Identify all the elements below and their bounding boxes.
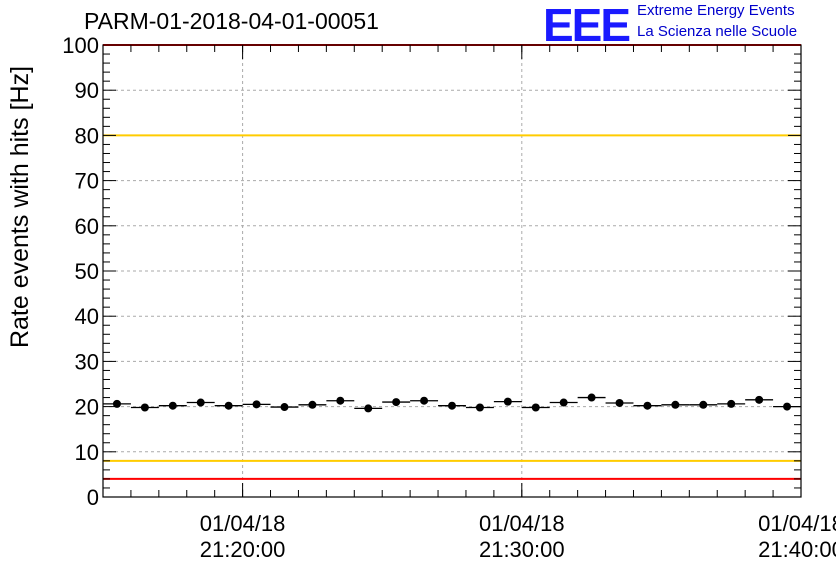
data-point [671,400,680,409]
data-point [531,403,540,412]
y-tick-label: 50 [75,259,99,284]
logo-line-1: Extreme Energy Events [637,2,795,19]
y-tick-label: 10 [75,440,99,465]
data-point [587,393,596,402]
chart-title: PARM-01-2018-04-01-00051 [84,8,379,34]
x-tick-label-date: 01/04/18 [758,511,836,536]
x-tick-label-time: 21:30:00 [479,537,565,562]
y-tick-label: 30 [75,349,99,374]
reference-lines [103,44,801,480]
data-points [103,393,801,413]
y-axis-label: Rate events with hits [Hz] [6,66,34,348]
data-point [308,400,317,409]
data-point [420,396,429,405]
data-point [755,395,764,404]
grid-lines [103,45,801,497]
data-point [364,404,373,413]
data-point [196,398,205,407]
x-tick-label-date: 01/04/18 [200,511,286,536]
y-tick-label: 40 [75,304,99,329]
logo-line-2: La Scienza nelle Scuole [637,23,798,40]
data-point [783,402,792,411]
data-point [140,403,149,412]
data-point [727,399,736,408]
eee-logo: EEE [543,0,631,51]
data-point [643,401,652,410]
data-point [475,403,484,412]
data-point [503,397,512,406]
data-point [280,403,289,412]
data-point [336,396,345,405]
data-point [252,400,261,409]
data-point [112,399,121,408]
x-tick-label-time: 21:20:00 [200,537,286,562]
y-tick-label: 0 [87,485,99,510]
y-tick-label: 90 [75,78,99,103]
data-point [392,398,401,407]
y-tick-label: 20 [75,395,99,420]
y-tick-label: 100 [62,33,99,58]
axes: 010203040506070809010001/04/1821:20:0001… [62,33,836,562]
y-tick-label: 80 [75,123,99,148]
y-tick-label: 70 [75,169,99,194]
data-point [615,398,624,407]
data-point [699,400,708,409]
data-point [224,401,233,410]
x-tick-label-date: 01/04/18 [479,511,565,536]
data-point [448,401,456,410]
y-tick-label: 60 [75,214,99,239]
data-point [559,398,568,407]
data-point [168,401,177,410]
x-tick-label-time: 21:40:00 [758,537,836,562]
